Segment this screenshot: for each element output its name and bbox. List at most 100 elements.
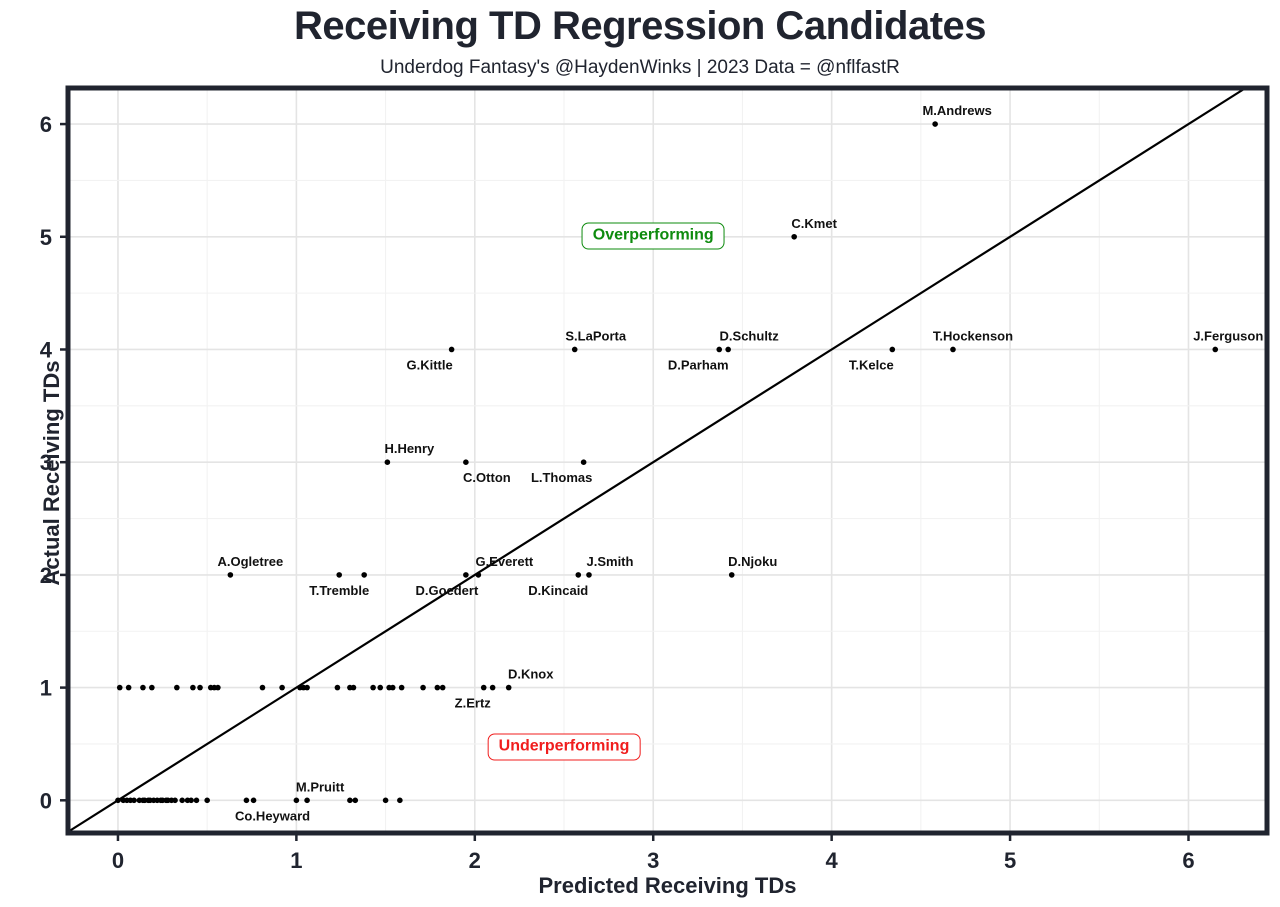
data-point [125, 684, 132, 691]
data-point [439, 684, 446, 691]
x-tick-label: 1 [290, 848, 302, 873]
data-point [279, 684, 285, 691]
data-point [420, 684, 426, 691]
point-label: C.Otton [463, 470, 511, 485]
data-point [193, 797, 200, 804]
data-point [384, 459, 391, 465]
x-tick-label: 5 [1004, 848, 1016, 873]
data-point [115, 797, 121, 804]
data-point [336, 572, 343, 578]
data-point [334, 684, 341, 691]
point-label: T.Tremble [309, 583, 369, 598]
data-point [889, 346, 896, 353]
panel-border [65, 85, 1270, 836]
data-point [131, 797, 137, 804]
data-point [1212, 346, 1219, 353]
data-point [350, 684, 357, 691]
point-label: T.Hockenson [933, 328, 1013, 343]
point-label: A.Ogletree [217, 554, 283, 569]
point-label: M.Pruitt [296, 779, 345, 794]
data-point [361, 572, 367, 578]
data-point [397, 797, 403, 804]
data-point [575, 572, 582, 578]
x-tick-label: 6 [1182, 848, 1194, 873]
point-label: D.Kincaid [528, 583, 588, 598]
point-label: C.Kmet [791, 216, 837, 231]
chart-subtitle: Underdog Fantasy's @HaydenWinks | 2023 D… [380, 57, 900, 78]
data-point [377, 684, 384, 691]
x-tick-label: 3 [647, 848, 659, 873]
data-point [725, 346, 731, 353]
data-point [382, 797, 389, 804]
point-label: J.Ferguson [1193, 328, 1263, 343]
point-label: T.Kelce [849, 357, 894, 372]
y-tick-label: 2 [40, 563, 52, 588]
data-point [188, 797, 194, 804]
point-label: Z.Ertz [455, 696, 492, 711]
point-label: D.Knox [508, 667, 554, 682]
data-point [215, 684, 221, 691]
data-point [293, 797, 300, 804]
data-point [728, 572, 735, 578]
identity-line [67, 87, 1247, 833]
data-point [304, 684, 310, 691]
data-point [571, 346, 578, 353]
data-point [370, 684, 376, 691]
y-tick-label: 5 [40, 225, 52, 250]
point-label: S.LaPorta [565, 328, 626, 343]
data-point [434, 684, 441, 691]
data-point [250, 797, 257, 804]
data-point [243, 797, 250, 804]
point-label: D.Goedert [415, 583, 479, 598]
data-point [174, 684, 180, 691]
x-tick-label: 0 [112, 848, 124, 873]
y-tick-label: 6 [40, 112, 52, 137]
data-point [489, 684, 496, 691]
data-point [304, 797, 310, 804]
point-label: D.Njoku [728, 554, 777, 569]
data-point [398, 684, 405, 691]
x-tick-label: 2 [469, 848, 481, 873]
y-tick-label: 0 [40, 788, 52, 813]
data-point [463, 572, 469, 578]
point-label: J.Smith [587, 554, 634, 569]
point-label: Co.Heyward [235, 808, 310, 823]
point-label: D.Parham [668, 357, 729, 372]
data-point [352, 797, 359, 804]
x-tick-label: 4 [826, 848, 839, 873]
data-point [463, 459, 469, 465]
data-point [791, 233, 797, 240]
data-point [716, 346, 723, 353]
data-point [197, 684, 203, 691]
data-point [149, 684, 155, 691]
data-point [950, 346, 956, 353]
point-label: H.Henry [384, 441, 435, 456]
data-point [347, 797, 353, 804]
data-point [204, 797, 210, 804]
y-tick-label: 1 [40, 676, 52, 701]
point-label: G.Kittle [406, 357, 452, 372]
point-label: D.Schultz [720, 328, 780, 343]
data-point [116, 684, 123, 691]
point-label: M.Andrews [922, 103, 991, 118]
data-point [140, 684, 146, 691]
data-point [580, 459, 587, 465]
y-tick-label: 3 [40, 450, 52, 475]
data-point [505, 684, 512, 691]
data-point [190, 684, 196, 691]
data-point [389, 684, 396, 691]
data-point [172, 797, 178, 804]
x-axis-title: Predicted Receiving TDs [538, 873, 797, 898]
overperforming-label: Overperforming [581, 222, 725, 250]
data-point [227, 572, 234, 578]
data-point [475, 572, 482, 578]
y-tick-label: 4 [40, 337, 53, 362]
point-label: L.Thomas [531, 470, 592, 485]
data-point [259, 684, 266, 691]
plot-panel [68, 88, 1267, 833]
point-label: G.Everett [475, 554, 533, 569]
data-point [480, 684, 487, 691]
data-point [179, 797, 185, 804]
